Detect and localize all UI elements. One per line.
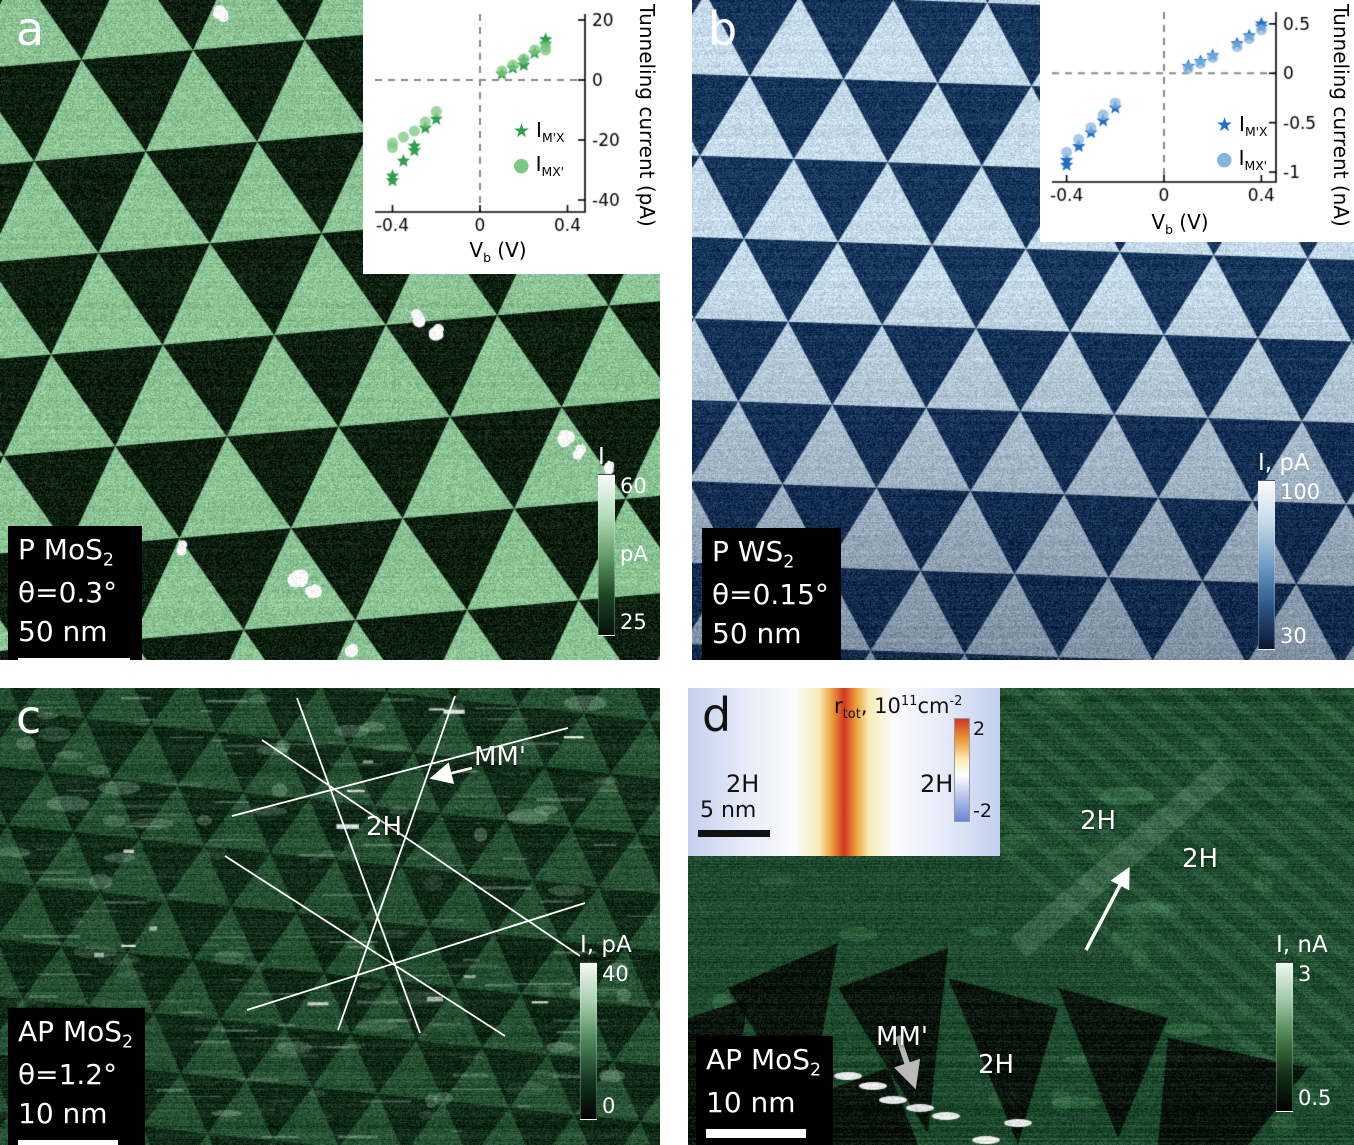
colorbar-title: I, — [598, 444, 648, 470]
scalebar-label: 50 nm — [18, 612, 130, 651]
colorbar-unit: pA — [620, 542, 648, 566]
charge-density-inset: d rtot, 1011cm-2 2H 2H 2 -2 5 nm — [688, 688, 1000, 856]
sample-info-c: AP MoS2 θ=1.2° 10 nm — [8, 1008, 145, 1145]
x-axis-label: Vb (V) — [393, 238, 603, 265]
figure-root: a Tunneling current (pA) Vb (V) ★ IM'X ● I… — [0, 0, 1354, 1145]
twist-angle: θ=0.3° — [18, 573, 130, 612]
colorbar-gradient — [1276, 962, 1293, 1112]
colorbar-title: I, pA — [1258, 450, 1320, 476]
iv-curve-inset-a: Tunneling current (pA) Vb (V) ★ IM'X ● IMX… — [363, 0, 660, 274]
sample-name: P WS2 — [712, 532, 829, 575]
2h-region-label: 2H — [1080, 806, 1116, 836]
colorbar-c: I, pA 40 0 — [580, 932, 632, 1120]
legend-label: IMX' — [536, 152, 565, 179]
circle-marker-icon: ● — [1216, 150, 1233, 169]
y-axis-label: Tunneling current (pA) — [635, 4, 659, 227]
legend: ★ IM'X ● IMX' — [1216, 112, 1268, 173]
inset-colorbar: 2 -2 — [954, 718, 992, 822]
legend-entry: ★ IM'X — [1216, 112, 1268, 139]
colorbar-max: 40 — [602, 962, 629, 986]
star-marker-icon: ★ — [513, 122, 530, 141]
colorbar-min: 0.5 — [1298, 1086, 1331, 1110]
colorbar-title: I, pA — [580, 932, 632, 958]
colorbar-b: I, pA 100 30 — [1258, 450, 1320, 650]
inset-title: rtot, 1011cm-2 — [834, 694, 962, 722]
iv-plot-b — [1044, 4, 1324, 208]
sample-info-a: P MoS2 θ=0.3° 50 nm — [8, 526, 142, 660]
circle-marker-icon: ● — [513, 156, 530, 175]
2h-region-label: 2H — [1182, 844, 1218, 874]
colorbar-min: 0 — [602, 1094, 629, 1118]
legend: ★ IM'X ● IMX' — [513, 118, 565, 179]
panel-letter-b: b — [708, 2, 737, 56]
panel-letter-a: a — [16, 2, 44, 56]
legend-label: IM'X — [1239, 112, 1268, 139]
colorbar-gradient — [954, 718, 970, 822]
colorbar-gradient — [598, 474, 615, 636]
colorbar-gradient — [580, 962, 597, 1120]
sample-name: P MoS2 — [18, 530, 130, 573]
region-label-2h-left: 2H — [726, 770, 759, 798]
panel-letter-c: c — [16, 690, 41, 744]
2h-region-label: 2H — [978, 1050, 1014, 1080]
scalebar-label: 10 nm — [18, 1094, 133, 1133]
x-axis-label: Vb (V) — [1070, 210, 1290, 237]
colorbar-a: I, 60 pA 25 — [598, 444, 648, 636]
scalebar-label: 50 nm — [712, 614, 829, 653]
twist-angle: θ=1.2° — [18, 1055, 133, 1094]
star-marker-icon: ★ — [1216, 116, 1233, 135]
colorbar-min: 30 — [1280, 624, 1320, 648]
inset-scalebar-label: 5 nm — [700, 798, 756, 823]
sample-name: AP MoS2 — [18, 1012, 133, 1055]
scalebar — [706, 1129, 806, 1138]
colorbar-max: 3 — [1298, 962, 1331, 986]
panel-a: a Tunneling current (pA) Vb (V) ★ IM'X ● I… — [0, 0, 660, 660]
iv-curve-inset-b: Tunneling current (nA) Vb (V) ★ IM'X ● IMX… — [1040, 0, 1354, 242]
scalebar-label: 10 nm — [706, 1083, 821, 1122]
colorbar-min: -2 — [973, 800, 992, 822]
sample-info-b: P WS2 θ=0.15° 50 nm — [702, 528, 841, 660]
legend-entry: ● IMX' — [1216, 146, 1268, 173]
panel-b: b Tunneling current (nA) Vb (V) ★ IM'X ● I… — [692, 0, 1354, 660]
legend-entry: ★ IM'X — [513, 118, 565, 145]
inset-scalebar — [698, 830, 770, 837]
iv-plot-a — [367, 4, 631, 238]
legend-label: IMX' — [1239, 146, 1268, 173]
mm-prime-label: MM' — [876, 1022, 928, 1052]
legend-entry: ● IMX' — [513, 152, 565, 179]
colorbar-max: 60 — [620, 474, 648, 498]
colorbar-gradient — [1258, 480, 1275, 650]
legend-label: IM'X — [536, 118, 565, 145]
sample-name: AP MoS2 — [706, 1040, 821, 1083]
panel-c: c MM' 2H I, pA 40 0 AP MoS2 θ=1.2° 10 nm — [0, 688, 660, 1145]
2h-region-label: 2H — [366, 812, 402, 842]
sample-info-d: AP MoS2 10 nm — [696, 1036, 833, 1145]
colorbar-max: 100 — [1280, 480, 1320, 504]
twist-angle: θ=0.15° — [712, 575, 829, 614]
colorbar-max: 2 — [973, 718, 992, 740]
scalebar — [18, 658, 130, 660]
mm-prime-label: MM' — [474, 742, 526, 772]
scalebar — [18, 1140, 118, 1145]
panel-letter-d: d — [702, 688, 731, 742]
panel-d: 2H 2H MM' 2H d rtot, 1011cm-2 2H 2H 2 -2… — [688, 688, 1354, 1145]
y-axis-label: Tunneling current (nA) — [1329, 4, 1353, 227]
region-label-2h-right: 2H — [920, 770, 953, 798]
colorbar-d: I, nA 3 0.5 — [1276, 932, 1331, 1112]
colorbar-title: I, nA — [1276, 932, 1331, 958]
colorbar-min: 25 — [620, 610, 648, 634]
